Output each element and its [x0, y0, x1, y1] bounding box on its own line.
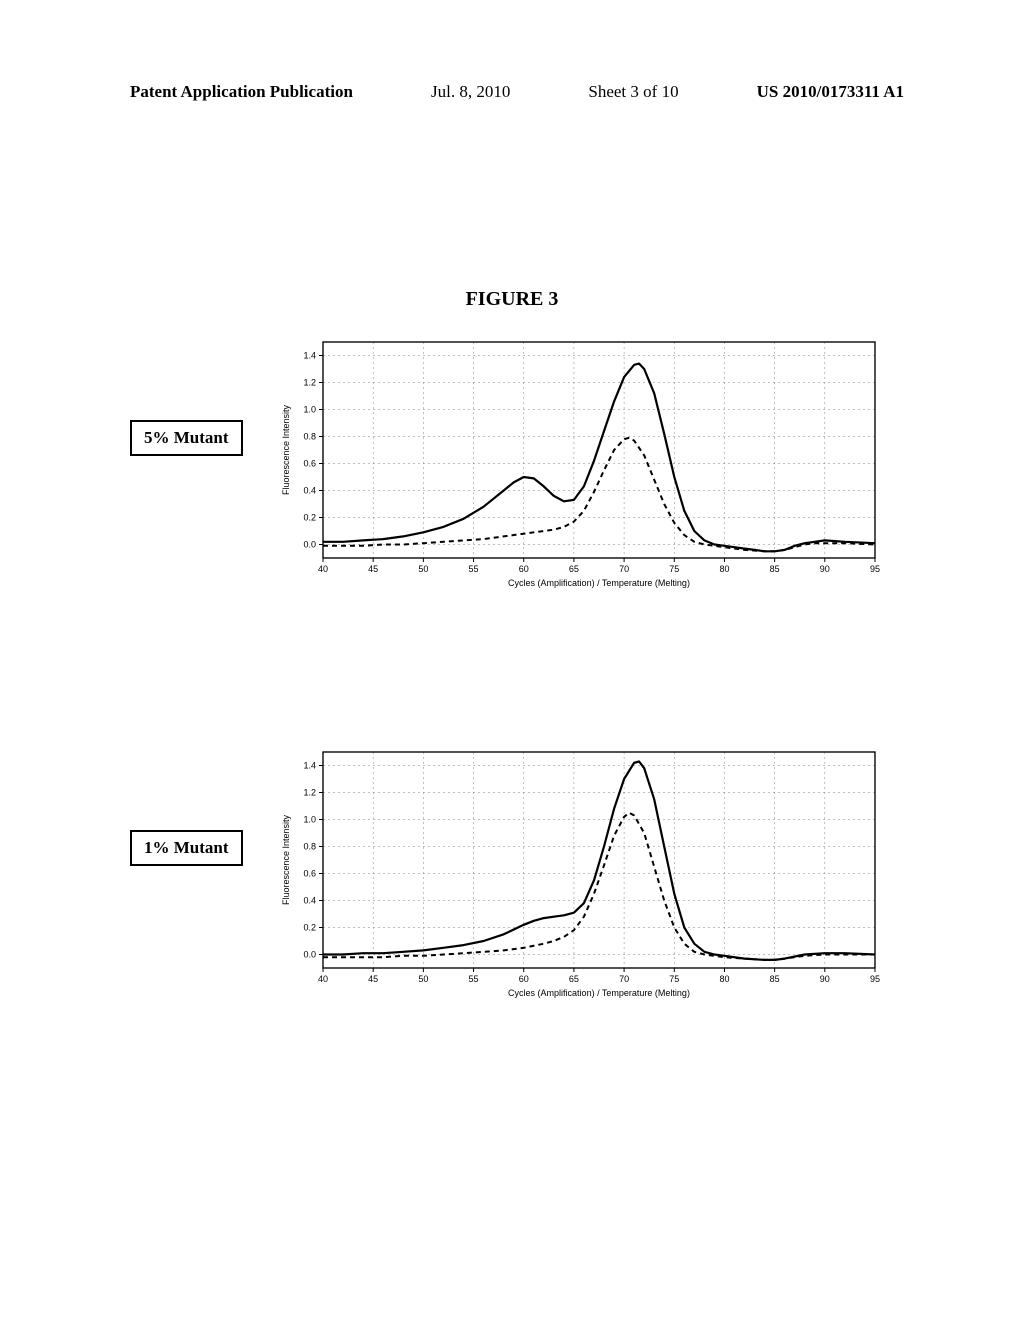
- svg-text:1.0: 1.0: [303, 405, 316, 415]
- svg-text:0.8: 0.8: [303, 432, 316, 442]
- svg-text:1.0: 1.0: [303, 815, 316, 825]
- svg-text:0.0: 0.0: [303, 950, 316, 960]
- svg-text:45: 45: [368, 564, 378, 574]
- svg-text:75: 75: [669, 564, 679, 574]
- svg-text:65: 65: [569, 564, 579, 574]
- svg-text:70: 70: [619, 564, 629, 574]
- header-left: Patent Application Publication: [130, 82, 353, 102]
- svg-text:80: 80: [719, 564, 729, 574]
- svg-text:65: 65: [569, 974, 579, 984]
- svg-text:0.4: 0.4: [303, 896, 316, 906]
- svg-text:45: 45: [368, 974, 378, 984]
- mutant-label-1: 1% Mutant: [130, 830, 243, 866]
- svg-text:0.8: 0.8: [303, 842, 316, 852]
- patent-header: Patent Application Publication Jul. 8, 2…: [0, 82, 1024, 102]
- svg-text:95: 95: [870, 974, 880, 984]
- svg-text:85: 85: [770, 974, 780, 984]
- figure-title: FIGURE 3: [0, 288, 1024, 311]
- svg-text:1.4: 1.4: [303, 351, 316, 361]
- chart-5pct: 40 45 50 55 60 65 70 75 80 85 90 95 0.0 0.2 0.4 0.6 0.8 1…: [275, 330, 885, 600]
- svg-text:80: 80: [719, 974, 729, 984]
- svg-text:90: 90: [820, 564, 830, 574]
- svg-text:95: 95: [870, 564, 880, 574]
- chart-5pct-svg: 40 45 50 55 60 65 70 75 80 85 90 95 0.0 0.2 0.4 0.6 0.8 1…: [275, 330, 885, 600]
- svg-text:90: 90: [820, 974, 830, 984]
- svg-text:0.6: 0.6: [303, 459, 316, 469]
- svg-text:60: 60: [519, 974, 529, 984]
- svg-text:75: 75: [669, 974, 679, 984]
- svg-text:1.4: 1.4: [303, 761, 316, 771]
- svg-text:70: 70: [619, 974, 629, 984]
- svg-text:55: 55: [469, 974, 479, 984]
- svg-text:40: 40: [318, 564, 328, 574]
- svg-text:1.2: 1.2: [303, 378, 316, 388]
- svg-text:50: 50: [418, 564, 428, 574]
- svg-text:55: 55: [469, 564, 479, 574]
- svg-text:0.0: 0.0: [303, 540, 316, 550]
- svg-text:Fluorescence Intensity: Fluorescence Intensity: [281, 814, 291, 905]
- svg-text:Cycles (Amplification) / Tempe: Cycles (Amplification) / Temperature (Me…: [508, 578, 690, 588]
- svg-text:50: 50: [418, 974, 428, 984]
- header-sheet: Sheet 3 of 10: [588, 82, 678, 102]
- svg-text:Cycles (Amplification) / Tempe: Cycles (Amplification) / Temperature (Me…: [508, 988, 690, 998]
- svg-text:0.6: 0.6: [303, 869, 316, 879]
- header-date: Jul. 8, 2010: [431, 82, 510, 102]
- chart-1pct: 40 45 50 55 60 65 70 75 80 85 90 95 0.0 0.2 0.4 0.6 0.8 1…: [275, 740, 885, 1010]
- svg-text:85: 85: [770, 564, 780, 574]
- mutant-label-5: 5% Mutant: [130, 420, 243, 456]
- svg-text:Fluorescence Intensity: Fluorescence Intensity: [281, 404, 291, 495]
- svg-text:0.4: 0.4: [303, 486, 316, 496]
- chart-1pct-svg: 40 45 50 55 60 65 70 75 80 85 90 95 0.0 0.2 0.4 0.6 0.8 1…: [275, 740, 885, 1010]
- svg-text:0.2: 0.2: [303, 513, 316, 523]
- svg-text:0.2: 0.2: [303, 923, 316, 933]
- header-pubno: US 2010/0173311 A1: [757, 82, 904, 102]
- svg-text:1.2: 1.2: [303, 788, 316, 798]
- svg-text:40: 40: [318, 974, 328, 984]
- svg-text:60: 60: [519, 564, 529, 574]
